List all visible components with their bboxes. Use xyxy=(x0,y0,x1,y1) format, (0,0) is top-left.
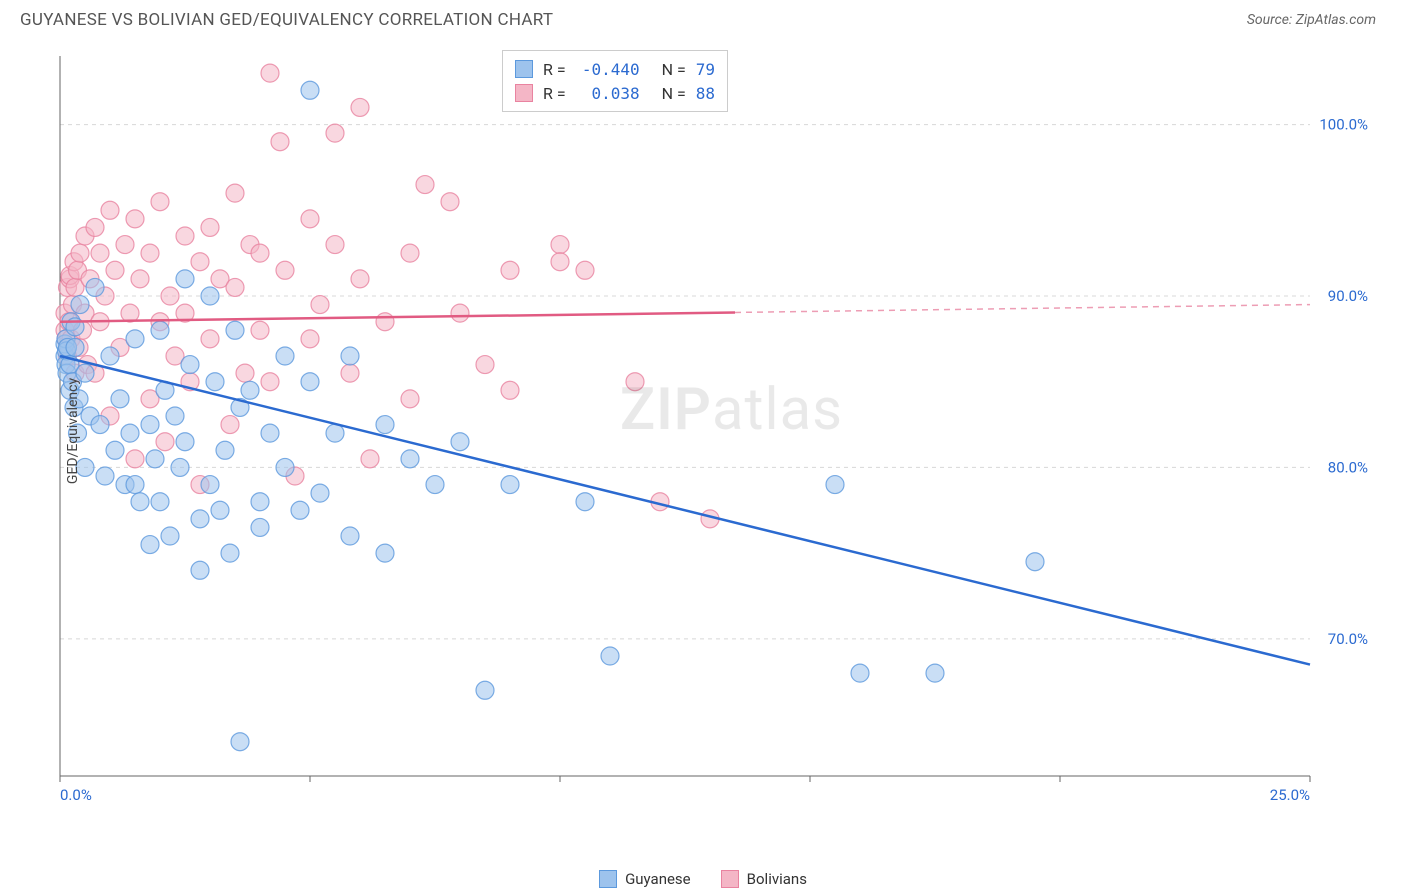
stat-n-label: N = xyxy=(662,60,686,79)
legend-label: Guyanese xyxy=(625,870,691,888)
legend-label: Bolivians xyxy=(747,870,807,888)
stat-swatch xyxy=(515,60,533,78)
chart-title: GUYANESE VS BOLIVIAN GED/EQUIVALENCY COR… xyxy=(20,10,553,30)
legend-item-guyanese: Guyanese xyxy=(599,870,691,888)
stat-row: R = -0.440 N = 79 xyxy=(515,57,715,81)
stat-r-label: R = xyxy=(543,60,566,79)
stat-n-value: 79 xyxy=(696,60,715,79)
legend-swatch xyxy=(721,870,739,888)
scatter-plot: 70.0% 80.0% 90.0% 100.0% 0.0% 25.0% xyxy=(50,46,1390,816)
header: GUYANESE VS BOLIVIAN GED/EQUIVALENCY COR… xyxy=(0,0,1406,38)
svg-text:80.0%: 80.0% xyxy=(1328,458,1368,476)
stat-n-value: 88 xyxy=(696,84,715,103)
stat-row: R = 0.038 N = 88 xyxy=(515,81,715,105)
stat-n-label: N = xyxy=(662,84,686,103)
stat-swatch xyxy=(515,84,533,102)
legend-item-bolivians: Bolivians xyxy=(721,870,807,888)
svg-text:25.0%: 25.0% xyxy=(1270,786,1310,804)
stats-legend-box: R = -0.440 N = 79 R = 0.038 N = 88 xyxy=(502,50,728,112)
svg-text:90.0%: 90.0% xyxy=(1328,287,1368,305)
y-axis-label: GED/Equivalency xyxy=(65,378,81,484)
source-label: Source: ZipAtlas.com xyxy=(1247,12,1376,28)
legend-swatch xyxy=(599,870,617,888)
bottom-legend: Guyanese Bolivians xyxy=(0,870,1406,888)
stat-r-value: 0.038 xyxy=(576,84,640,103)
stat-r-label: R = xyxy=(543,84,566,103)
svg-text:0.0%: 0.0% xyxy=(60,786,92,804)
svg-text:100.0%: 100.0% xyxy=(1319,116,1368,134)
svg-text:70.0%: 70.0% xyxy=(1328,630,1368,648)
chart-area: GED/Equivalency 70.0% 80.0% 90.0% 100.0% 0.0… xyxy=(50,46,1390,816)
stat-r-value: -0.440 xyxy=(576,60,640,79)
